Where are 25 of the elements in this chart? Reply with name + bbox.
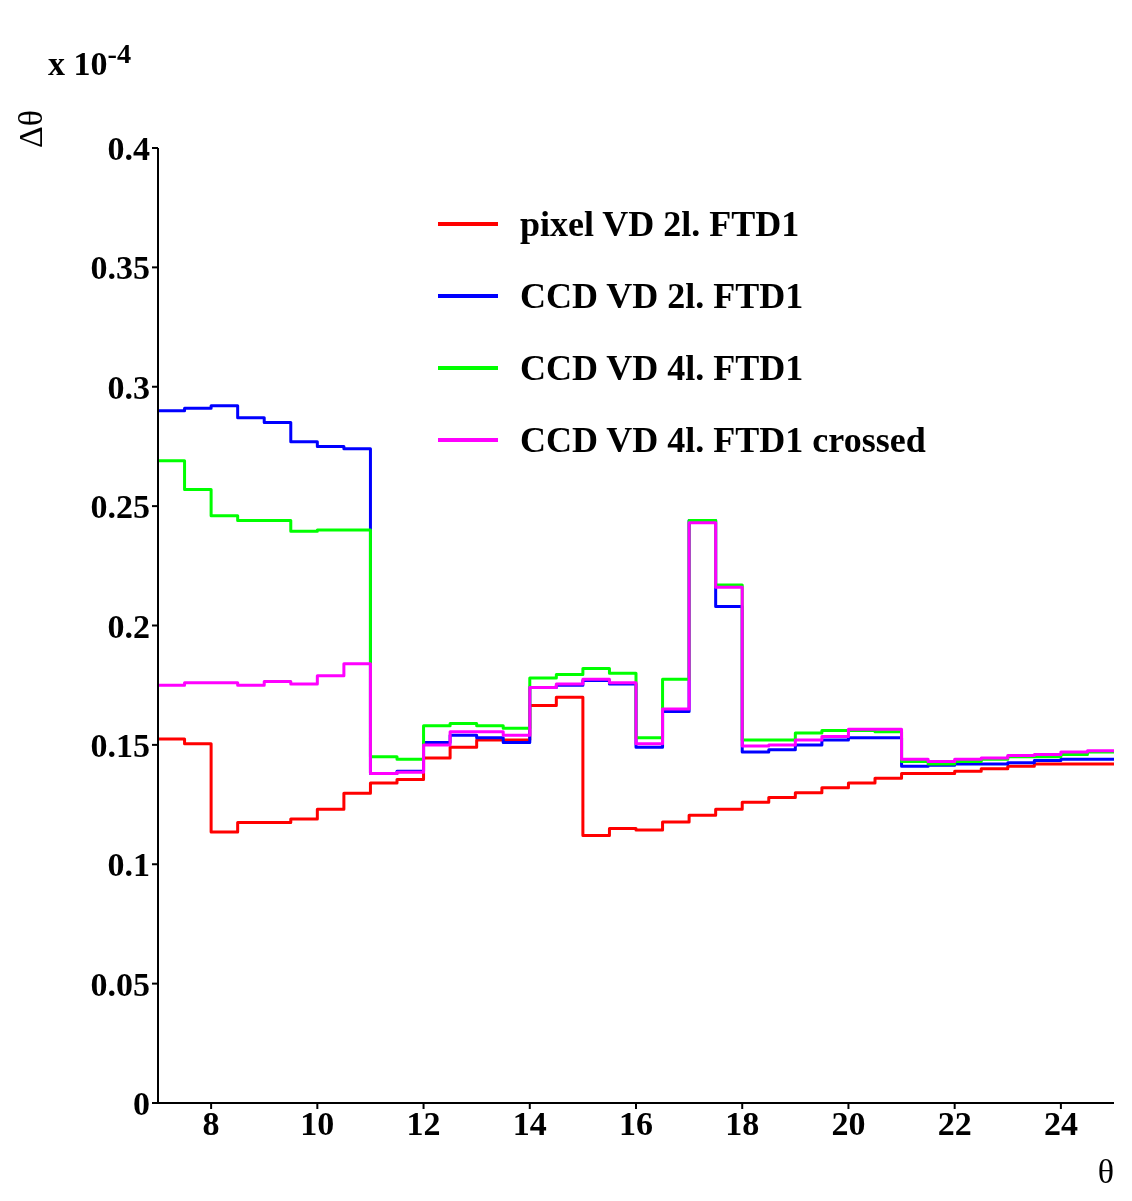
text: x 10$^{-4}$ [48,38,132,84]
x-tick-label: 8 [202,1105,220,1143]
y-axis-title: Δθ [12,109,50,148]
x-tick-label: 18 [725,1105,760,1143]
x-tick-label: 10 [300,1105,335,1143]
y-tick-label: 0.1 [107,846,150,884]
x-tick-label: 14 [512,1105,547,1143]
y-tick-label: 0.3 [107,368,150,406]
x-axis-title: θ [1097,1153,1114,1190]
y-tick-label: 0.05 [90,965,150,1003]
y-tick-label: 0.15 [90,726,150,764]
y-tick-label: 0.35 [90,249,150,287]
x-tick-label: 12 [406,1105,441,1143]
y-tick-label: 0.4 [107,130,150,168]
y-tick-label: 0 [133,1085,150,1123]
legend-label: CCD VD 4l. FTD1 [520,347,804,390]
legend-label: CCD VD 2l. FTD1 [520,275,804,318]
legend-label: pixel VD 2l. FTD1 [520,203,800,246]
x-tick-label: 20 [831,1105,866,1143]
x-tick-label: 22 [937,1105,972,1143]
x-tick-label: 24 [1043,1105,1078,1143]
y-tick-label: 0.25 [90,488,150,526]
legend-label: CCD VD 4l. FTD1 crossed [520,419,926,462]
y-tick-label: 0.2 [107,607,150,645]
x-tick-label: 16 [619,1105,653,1143]
